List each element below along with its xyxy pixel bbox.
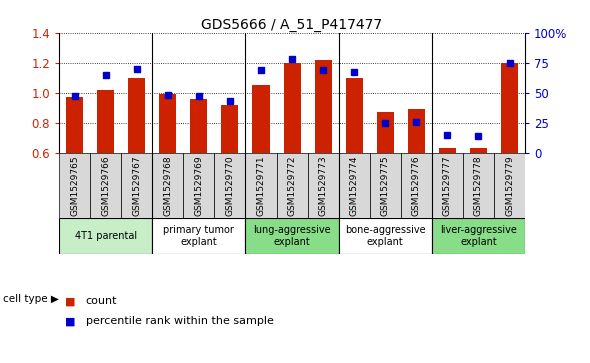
Bar — [408, 109, 425, 153]
Bar — [59, 153, 90, 217]
Bar — [470, 148, 487, 153]
Bar — [159, 94, 176, 153]
Text: GSM1529776: GSM1529776 — [412, 155, 421, 216]
Text: cell type ▶: cell type ▶ — [3, 294, 59, 305]
Bar — [59, 217, 152, 254]
Text: GSM1529771: GSM1529771 — [257, 155, 266, 216]
Text: GSM1529774: GSM1529774 — [350, 155, 359, 216]
Text: bone-aggressive
explant: bone-aggressive explant — [345, 225, 425, 246]
Text: count: count — [86, 296, 117, 306]
Bar — [370, 153, 401, 217]
Text: primary tumor
explant: primary tumor explant — [163, 225, 234, 246]
Text: liver-aggressive
explant: liver-aggressive explant — [440, 225, 517, 246]
Bar — [183, 153, 214, 217]
Bar — [90, 153, 121, 217]
Bar — [339, 217, 432, 254]
Bar — [501, 63, 518, 153]
Bar — [66, 97, 83, 153]
Text: ■: ■ — [65, 316, 76, 326]
Text: 4T1 parental: 4T1 parental — [74, 231, 137, 241]
Text: GSM1529766: GSM1529766 — [101, 155, 110, 216]
Bar — [277, 153, 307, 217]
Bar — [346, 78, 363, 153]
Text: GSM1529769: GSM1529769 — [194, 155, 204, 216]
Bar — [494, 153, 525, 217]
Bar — [121, 153, 152, 217]
Text: percentile rank within the sample: percentile rank within the sample — [86, 316, 273, 326]
Text: GSM1529765: GSM1529765 — [70, 155, 79, 216]
Bar — [214, 153, 245, 217]
Bar — [97, 90, 114, 153]
Text: GSM1529772: GSM1529772 — [287, 155, 297, 216]
Text: GSM1529777: GSM1529777 — [443, 155, 452, 216]
Bar — [339, 153, 370, 217]
Bar — [245, 153, 277, 217]
Bar — [128, 78, 145, 153]
Title: GDS5666 / A_51_P417477: GDS5666 / A_51_P417477 — [202, 18, 382, 32]
Text: GSM1529779: GSM1529779 — [505, 155, 514, 216]
Text: GSM1529773: GSM1529773 — [319, 155, 327, 216]
Text: GSM1529778: GSM1529778 — [474, 155, 483, 216]
Bar — [253, 85, 270, 153]
Text: GSM1529770: GSM1529770 — [225, 155, 234, 216]
Bar — [152, 217, 245, 254]
Bar — [439, 148, 456, 153]
Bar — [221, 105, 238, 153]
Bar — [314, 60, 332, 153]
Bar — [432, 217, 525, 254]
Bar — [284, 63, 300, 153]
Bar — [152, 153, 183, 217]
Bar — [401, 153, 432, 217]
Text: ■: ■ — [65, 296, 76, 306]
Text: lung-aggressive
explant: lung-aggressive explant — [253, 225, 331, 246]
Bar — [191, 99, 207, 153]
Bar — [432, 153, 463, 217]
Bar — [463, 153, 494, 217]
Text: GSM1529767: GSM1529767 — [132, 155, 141, 216]
Bar — [307, 153, 339, 217]
Bar — [377, 113, 394, 153]
Bar — [245, 217, 339, 254]
Text: GSM1529775: GSM1529775 — [381, 155, 390, 216]
Text: GSM1529768: GSM1529768 — [163, 155, 172, 216]
